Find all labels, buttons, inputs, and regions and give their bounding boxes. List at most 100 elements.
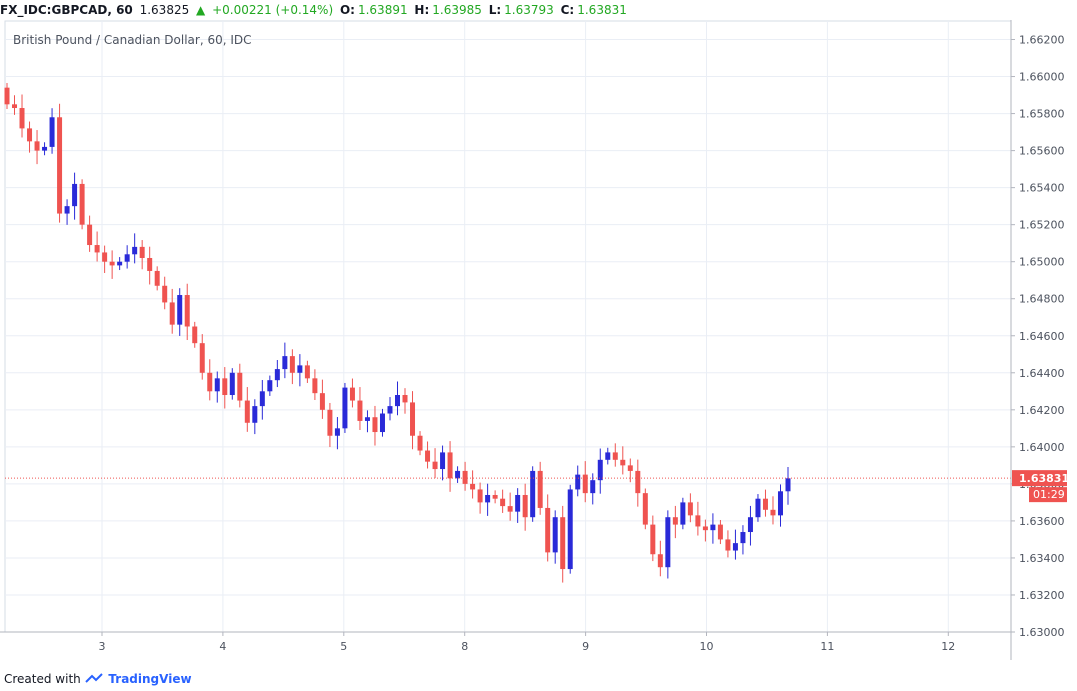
candle-down [199, 343, 205, 373]
candle-down [762, 498, 768, 510]
candle-down [470, 483, 476, 490]
candle-down [492, 494, 498, 499]
created-with-text: Created with [4, 672, 81, 686]
high-value: 1.63985 [432, 3, 482, 17]
time-axis[interactable]: 3 4 5 8 9 10 11 12 [0, 631, 1011, 653]
candle-up [785, 478, 791, 492]
candle-down [12, 104, 18, 109]
candle-down [627, 465, 633, 471]
candle-up [274, 369, 280, 381]
candle-up [387, 406, 393, 414]
candle-down [327, 409, 333, 436]
candle-up [229, 372, 235, 396]
candle-up [49, 117, 55, 147]
candle-up [259, 391, 265, 407]
candle-down [657, 554, 663, 568]
candle-up [710, 524, 716, 531]
candle-down [560, 517, 566, 570]
countdown-label: 01:29 [1033, 488, 1065, 501]
candle-down [244, 400, 250, 423]
y-tick-label: 1.63200 [1019, 589, 1065, 602]
y-tick-label: 1.65000 [1019, 256, 1065, 269]
symbol-label[interactable]: FX_IDC:GBPCAD, 60 [0, 3, 133, 17]
candle-down [500, 498, 506, 507]
candle-down [537, 470, 543, 508]
candle-down [289, 356, 295, 373]
y-tick-label: 1.63600 [1019, 515, 1065, 528]
price-chart[interactable]: 1.66200 1.66000 1.65800 1.65600 1.65400 1.652… [0, 20, 1077, 660]
y-tick-label: 1.66000 [1019, 71, 1065, 84]
candle-up [597, 459, 603, 481]
x-tick-label: 4 [219, 640, 226, 653]
candle-down [87, 224, 93, 246]
x-tick-label: 10 [700, 640, 714, 653]
candle-down [522, 494, 528, 518]
candle-down [139, 246, 145, 258]
price-axis[interactable]: 1.66200 1.66000 1.65800 1.65600 1.65400 1.652… [1010, 20, 1065, 660]
up-arrow-icon: ▲ [196, 3, 206, 17]
open-label: O: [339, 3, 355, 17]
y-tick-label: 1.64400 [1019, 367, 1065, 380]
candle-down [620, 459, 626, 466]
candle-up [575, 474, 581, 490]
candle-down [417, 435, 423, 451]
y-tick-label: 1.66200 [1019, 34, 1065, 47]
countdown-tag [1029, 487, 1067, 503]
candle-up [747, 517, 753, 533]
candle-down [319, 393, 325, 410]
x-tick-label: 12 [941, 640, 955, 653]
candle-up [124, 254, 130, 262]
close-label: C: [560, 3, 575, 17]
x-tick-label: 8 [461, 640, 468, 653]
candle-down [447, 452, 453, 479]
y-tick-label: 1.65800 [1019, 108, 1065, 121]
candle-down [169, 302, 175, 325]
current-price-label: 1.63831 [1019, 472, 1069, 485]
x-tick-label: 11 [820, 640, 834, 653]
price-change: +0.00221 (+0.14%) [212, 3, 334, 17]
candle-up [297, 365, 303, 373]
candle-up [334, 428, 340, 436]
footer: Created with TradingView [4, 670, 192, 688]
candle-down [432, 461, 438, 470]
open-value: 1.63891 [357, 3, 408, 17]
tradingview-brand[interactable]: TradingView [108, 672, 192, 686]
candle-down [635, 470, 641, 494]
y-tick-label: 1.63400 [1019, 552, 1065, 565]
candle-down [109, 261, 115, 266]
tradingview-logo-icon[interactable] [84, 672, 109, 686]
candle-up [42, 146, 48, 151]
plot-frame [4, 20, 1012, 633]
y-tick-label: 1.64600 [1019, 330, 1065, 343]
candle-up [552, 517, 558, 553]
last-price: 1.63825 [139, 3, 190, 17]
candle-up [64, 206, 70, 214]
candle-down [102, 252, 108, 262]
candle-down [402, 395, 408, 403]
candle-down [770, 509, 776, 516]
candle-down [642, 493, 648, 525]
candle-down [477, 489, 483, 503]
y-tick-label: 1.64200 [1019, 404, 1065, 417]
candle-down [94, 245, 100, 253]
candle-up [252, 406, 258, 423]
candle-up [567, 489, 573, 570]
candle-down [507, 506, 513, 512]
low-value: 1.63793 [504, 3, 554, 17]
candle-down [410, 402, 416, 436]
y-tick-label: 1.65600 [1019, 145, 1065, 158]
candle-down [79, 183, 85, 225]
candle-up [132, 246, 138, 255]
candle-up [530, 470, 536, 518]
candle-up [72, 183, 78, 207]
candle-up [282, 356, 288, 370]
candle-down [312, 378, 318, 394]
candle-up [395, 395, 400, 407]
candle-down [582, 474, 588, 494]
candle-up [732, 543, 738, 551]
close-value: 1.63831 [577, 3, 627, 17]
candle-down [717, 524, 723, 540]
candle-down [462, 470, 468, 484]
x-tick-label: 3 [99, 640, 106, 653]
y-tick-label: 1.64800 [1019, 293, 1065, 306]
